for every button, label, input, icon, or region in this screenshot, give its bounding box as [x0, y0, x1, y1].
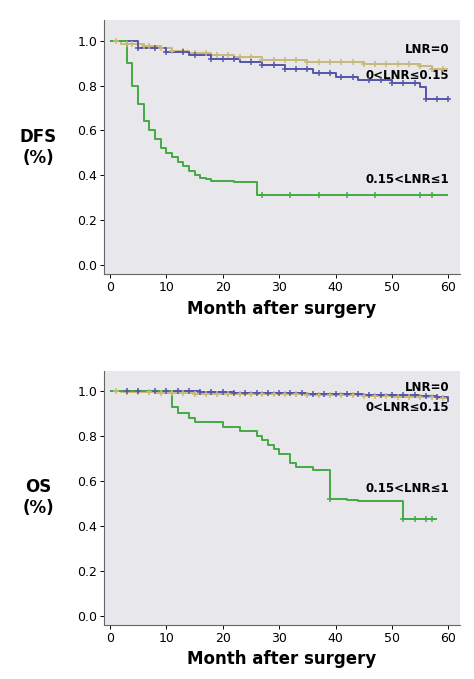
- Text: 0.15<LNR≤1: 0.15<LNR≤1: [365, 172, 449, 186]
- Y-axis label: DFS
(%): DFS (%): [20, 128, 57, 167]
- Text: 0<LNR≤0.15: 0<LNR≤0.15: [365, 69, 449, 81]
- Text: LNR=0: LNR=0: [404, 43, 449, 56]
- X-axis label: Month after surgery: Month after surgery: [187, 650, 377, 668]
- Text: 0.15<LNR≤1: 0.15<LNR≤1: [365, 483, 449, 496]
- X-axis label: Month after surgery: Month after surgery: [187, 300, 377, 318]
- Y-axis label: OS
(%): OS (%): [23, 478, 54, 517]
- Text: 0<LNR≤0.15: 0<LNR≤0.15: [365, 401, 449, 414]
- Text: LNR=0: LNR=0: [404, 381, 449, 394]
